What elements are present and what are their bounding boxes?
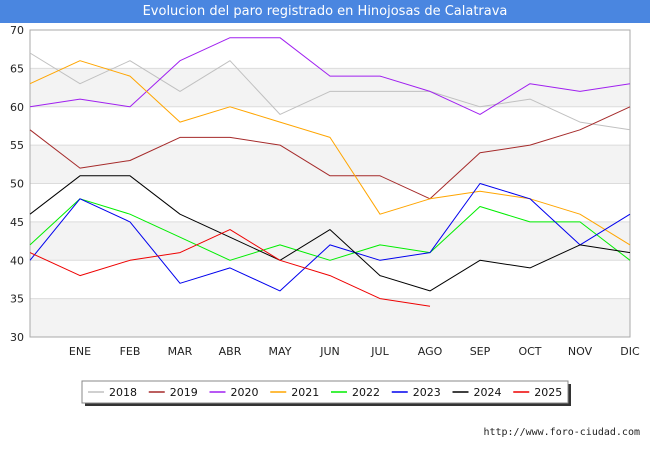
x-tick-label: JUN [319, 345, 340, 358]
x-tick-label: NOV [568, 345, 593, 358]
legend-label: 2019 [170, 386, 198, 399]
y-tick-label: 50 [10, 178, 24, 191]
y-tick-label: 40 [10, 254, 24, 267]
y-tick-label: 70 [10, 24, 24, 37]
plot-band [30, 68, 630, 107]
series-line-2019 [29, 106, 631, 200]
x-tick-label: DIC [620, 345, 640, 358]
x-tick-label: MAY [269, 345, 292, 358]
legend-label: 2022 [352, 386, 380, 399]
x-tick-label: AGO [418, 345, 443, 358]
series-line-2025 [29, 229, 431, 307]
series-line-2024 [29, 175, 631, 292]
plot-frame [29, 29, 631, 338]
legend-box [81, 380, 569, 404]
y-tick-label: 45 [10, 216, 24, 229]
x-tick-label: ABR [219, 345, 242, 358]
legend-label: 2025 [534, 386, 562, 399]
y-tick-label: 55 [10, 139, 24, 152]
legend-label: 2020 [231, 386, 259, 399]
y-tick-label: 35 [10, 293, 24, 306]
axes: 30 35 40 45 50 55 60 65 70 ENE FEB MAR ABR MAY JUN JUL A… [10, 24, 640, 358]
legend-label: 2024 [474, 386, 502, 399]
plot-band [30, 221, 630, 261]
y-tick-label: 65 [10, 62, 24, 75]
plot-band [30, 145, 630, 184]
x-tick-label: SEP [470, 345, 491, 358]
x-tick-label: MAR [168, 345, 193, 358]
x-tick-label: OCT [518, 345, 541, 358]
x-tick-label: FEB [120, 345, 141, 358]
x-tick-label: JUL [370, 345, 389, 358]
x-tick-label: ENE [69, 345, 91, 358]
y-tick-label: 30 [10, 331, 24, 344]
y-tick-label: 60 [10, 101, 24, 114]
plot-bands [30, 30, 630, 337]
legend-label: 2023 [413, 386, 441, 399]
series-lines [29, 37, 631, 307]
legend: 2018 2019 2020 2021 2022 2023 2024 2025 [81, 380, 571, 406]
legend-label: 2021 [291, 386, 319, 399]
series-line-2023 [29, 183, 631, 292]
legend-label: 2018 [109, 386, 137, 399]
series-line-2018 [29, 52, 631, 131]
series-line-2022 [29, 198, 631, 261]
series-line-2020 [29, 37, 631, 115]
plot-band [30, 298, 630, 337]
chart-title: Evolucion del paro registrado en Hinojos… [0, 0, 650, 23]
source-credit: http://www.foro-ciudad.com [483, 427, 640, 438]
